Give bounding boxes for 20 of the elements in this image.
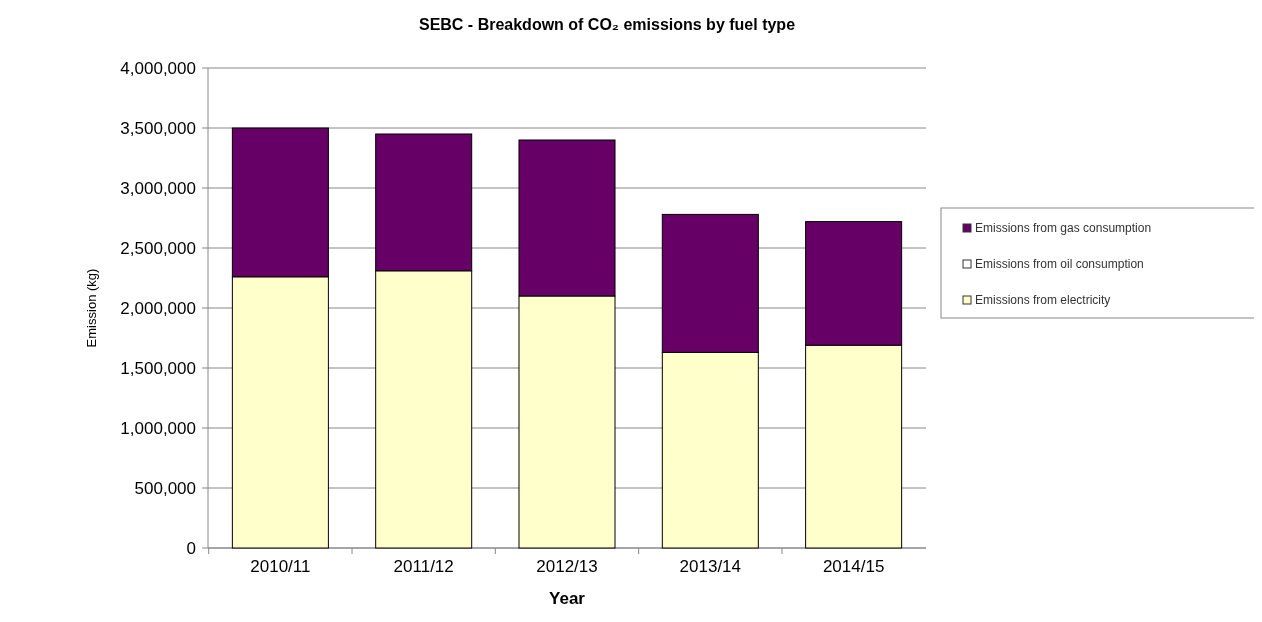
- x-tick-label: 2011/12: [393, 557, 454, 576]
- x-tick-label: 2010/11: [250, 557, 311, 576]
- y-axis-title: Emission (kg): [84, 268, 99, 348]
- chart-title: SEBC - Breakdown of CO₂ emissions by fuel type: [418, 16, 796, 33]
- legend-label: Emissions from gas consumption: [975, 221, 1152, 236]
- y-tick-label: 2,500,000: [120, 238, 196, 258]
- y-tick-label: 2,000,000: [120, 298, 196, 318]
- y-tick-label: 0: [186, 538, 196, 558]
- y-tick-label: 4,000,000: [120, 58, 196, 78]
- x-tick-label: 2014/15: [822, 557, 885, 576]
- legend-label: Emissions from electricity: [975, 293, 1111, 308]
- y-tick-label: 500,000: [134, 478, 196, 498]
- x-tick-label: 2013/14: [679, 557, 742, 576]
- y-tick-label: 3,000,000: [120, 178, 196, 198]
- x-tick-label: 2012/13: [536, 557, 598, 576]
- y-tick-label: 1,000,000: [120, 418, 196, 438]
- y-tick-label: 1,500,000: [120, 358, 196, 378]
- legend-label: Emissions from oil consumption: [975, 257, 1144, 272]
- x-axis-title: Year: [549, 589, 586, 608]
- y-tick-label: 3,500,000: [120, 118, 196, 138]
